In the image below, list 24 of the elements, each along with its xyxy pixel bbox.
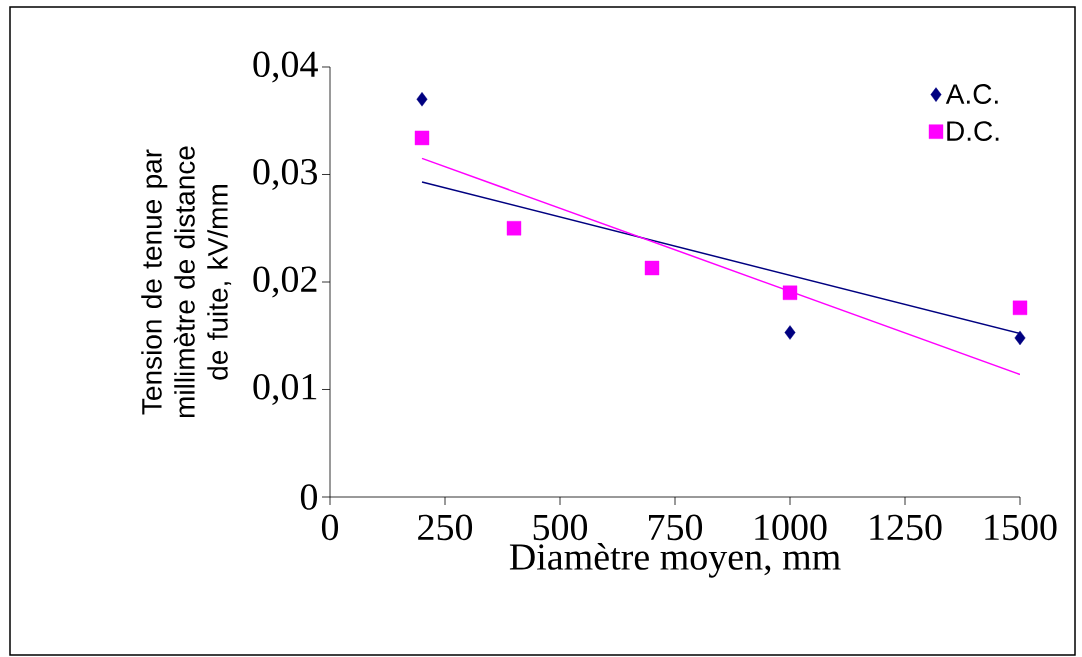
x-tick-label: 750 <box>649 514 703 541</box>
y-tick-label: 0,02 <box>253 266 317 298</box>
x-tick-label: 1000 <box>755 514 827 541</box>
y-tick-label: 0,04 <box>253 51 318 83</box>
y-tick-label: 0 <box>300 484 318 510</box>
x-tick-label: 1250 <box>870 514 942 541</box>
point <box>782 285 798 300</box>
x-axis-title: Diamètre moyen, mm <box>509 543 841 578</box>
point <box>784 325 796 340</box>
legend-label: D.C. <box>947 121 999 141</box>
legend-label: A.C. <box>945 84 998 104</box>
point <box>644 260 660 276</box>
point <box>414 130 430 146</box>
x-tick-label: 0 <box>321 514 339 541</box>
x-tick-label: 500 <box>533 514 588 541</box>
y-tick-label: 0,03 <box>253 158 317 191</box>
point <box>416 92 428 107</box>
point <box>1012 300 1028 315</box>
point <box>506 221 522 236</box>
x-tick-label: 1500 <box>985 514 1057 541</box>
x-tick-label: 250 <box>418 514 473 541</box>
y-axis-title: Tension de tenue par millimètre de distance de fuite, kV/mm <box>141 146 232 418</box>
y-tick-label: 0,01 <box>253 373 317 406</box>
point <box>1014 330 1026 346</box>
